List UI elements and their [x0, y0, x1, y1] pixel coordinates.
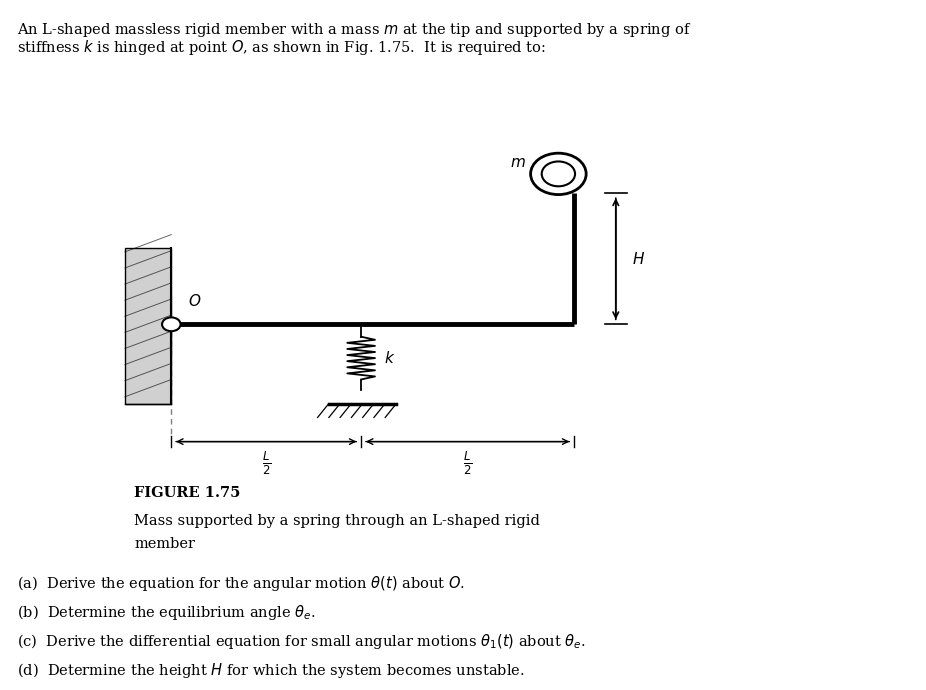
Text: member: member: [134, 537, 195, 551]
Text: FIGURE 1.75: FIGURE 1.75: [134, 486, 241, 500]
Circle shape: [162, 317, 181, 331]
Text: $m$: $m$: [510, 157, 526, 170]
Text: An L-shaped massless rigid member with a mass $m$ at the tip and supported by a : An L-shaped massless rigid member with a…: [17, 21, 691, 39]
Text: Mass supported by a spring through an L-shaped rigid: Mass supported by a spring through an L-…: [134, 514, 540, 528]
Text: $k$: $k$: [384, 350, 395, 366]
Text: $H$: $H$: [632, 250, 645, 267]
Circle shape: [531, 153, 586, 195]
Circle shape: [542, 161, 575, 186]
Text: (d)  Determine the height $H$ for which the system becomes unstable.: (d) Determine the height $H$ for which t…: [17, 661, 524, 680]
Text: (a)  Derive the equation for the angular motion $\theta(t)$ about $O$.: (a) Derive the equation for the angular …: [17, 574, 465, 593]
Text: stiffness $k$ is hinged at point $O$, as shown in Fig. 1.75.  It is required to:: stiffness $k$ is hinged at point $O$, as…: [17, 38, 545, 57]
Text: $\frac{L}{2}$: $\frac{L}{2}$: [261, 450, 271, 477]
Text: (c)  Derive the differential equation for small angular motions $\theta_1(t)$ ab: (c) Derive the differential equation for…: [17, 632, 585, 651]
Bar: [125, 248, 171, 404]
Text: $O$: $O$: [188, 293, 201, 309]
Text: $\frac{L}{2}$: $\frac{L}{2}$: [463, 450, 472, 477]
Text: (b)  Determine the equilibrium angle $\theta_e$.: (b) Determine the equilibrium angle $\th…: [17, 603, 316, 622]
